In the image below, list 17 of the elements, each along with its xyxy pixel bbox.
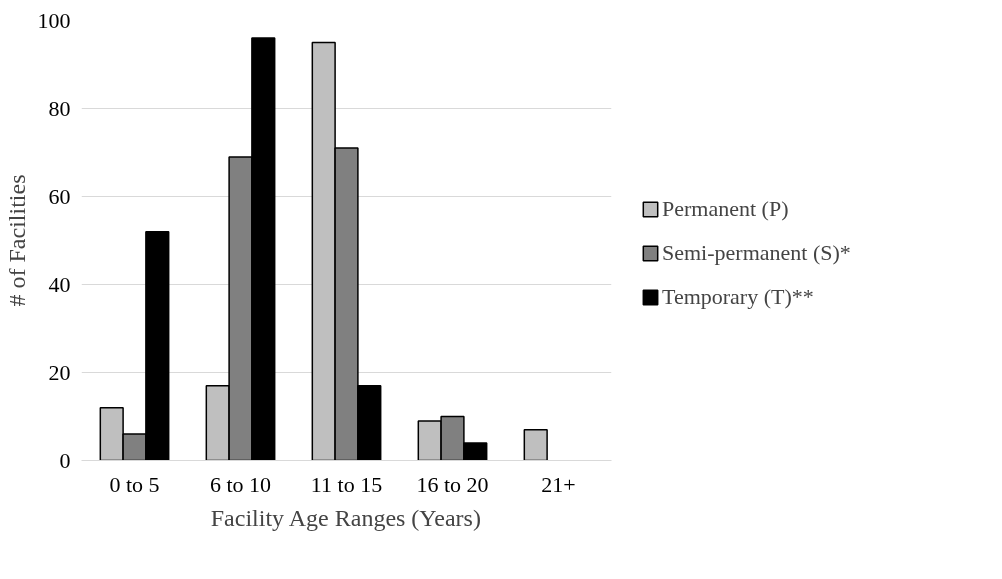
y-tick-label: 40 xyxy=(48,271,71,297)
x-tick-label: 21+ xyxy=(541,471,576,497)
x-tick-label: 0 to 5 xyxy=(109,471,160,497)
x-axis-title: Facility Age Ranges (Years) xyxy=(210,504,481,531)
y-tick-label: 60 xyxy=(48,183,71,209)
legend-label: Permanent (P) xyxy=(662,196,789,222)
x-tick-label: 11 to 15 xyxy=(310,471,383,497)
y-axis-title: # of Facilities xyxy=(3,174,30,307)
legend-label: Semi-permanent (S)* xyxy=(662,240,851,266)
y-tick-label: 0 xyxy=(59,447,71,473)
x-tick-label: 16 to 20 xyxy=(416,471,489,497)
legend-label: Temporary (T)** xyxy=(662,284,814,310)
y-tick-label: 80 xyxy=(48,95,71,121)
x-tick-label: 6 to 10 xyxy=(209,471,272,497)
bar xyxy=(523,428,548,461)
y-tick-label: 20 xyxy=(48,359,71,385)
y-tick-label: 100 xyxy=(37,7,71,33)
